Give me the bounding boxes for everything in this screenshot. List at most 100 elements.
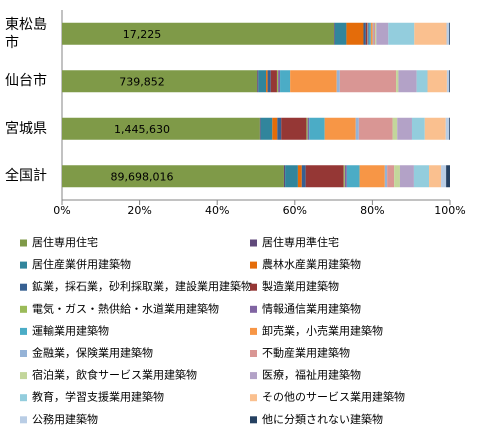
x-tick-label: 60% [283,204,307,217]
legend-label: 居住専用準住宅 [262,235,339,249]
bar-segment [398,70,417,93]
bar-segment [278,70,281,93]
bar-segment [441,165,447,188]
bar-segment [397,117,412,140]
bar-segment [396,70,399,93]
data-label: 17,225 [123,28,162,41]
bar-segment [413,165,430,188]
bar-segment [399,165,414,188]
legend-swatch [250,372,257,380]
bar-segment [62,165,284,188]
legend-label: 情報通信業用建築物 [262,301,361,315]
bar-segment [346,165,360,188]
legend-swatch [20,327,27,335]
bar-segment [372,22,374,45]
bar-segment [290,70,337,93]
bar-segment [446,70,450,93]
legend-label: 不動産業用建築物 [262,346,350,360]
x-tick-label: 40% [205,204,229,217]
legend-swatch [250,416,257,424]
bar-segment [370,22,373,45]
bar-segment [414,22,447,45]
legend-swatch [250,239,257,247]
bar-segment [449,70,450,93]
bar-segment [446,165,450,188]
bar-segment [367,22,369,45]
legend-swatch [20,283,27,291]
bar-segment [309,117,325,140]
legend-swatch [20,394,27,402]
bar-segment [280,70,291,93]
data-label: 739,852 [119,75,165,88]
bar-segment [358,117,393,140]
bar-segment [368,22,371,45]
data-label: 1,445,630 [114,123,170,136]
bar-segment [429,165,442,188]
bar-segment [373,22,376,45]
bar-segment [365,22,368,45]
bar-segment [277,117,282,140]
legend-label: 電気・ガス・熱供給・水道業用建築物 [32,301,219,315]
bar-segment [281,117,307,140]
legend-swatch [20,416,27,424]
y-tick-label: 仙台市 [5,73,47,90]
legend-label: 居住産業併用建築物 [32,257,131,271]
bar-segment [359,165,385,188]
bar-segment [276,70,279,93]
legend-swatch [20,372,27,380]
bar-segment [324,117,356,140]
bar-segment [339,70,397,93]
bar-segment [301,165,306,188]
legend-label: 鉱業，採石業，砂利採取業，建設業用建築物 [32,279,252,293]
legend-swatch [250,350,257,357]
bar-segment [266,70,268,93]
legend-swatch [20,261,27,269]
bar-segment [283,165,286,188]
legend-label: 居住専用住宅 [32,235,98,249]
bar-segment [355,117,359,140]
legend-swatch [20,239,27,247]
legend-label: 教育，学習支援業用建築物 [32,390,164,404]
legend-swatch [250,394,257,402]
legend-label: 宿泊業，飲食サービス業用建築物 [32,368,197,382]
bar-segment [285,165,298,188]
bar-segment [376,22,389,45]
legend-swatch [20,305,27,313]
bar-segment [387,165,395,188]
bar-segment [424,117,446,140]
bar-segment [257,70,259,93]
legend-label: 他に分類されない建築物 [262,412,383,426]
bar-segment [306,117,308,140]
bar-segment [297,165,302,188]
bar-segment [260,117,273,140]
bar-segment [259,117,261,140]
legend-label: 卸売業，小売業用建築物 [262,323,383,337]
bar-segment [449,22,450,45]
x-tick-label: 80% [360,204,384,217]
legend-label: 運輸業用建築物 [32,323,109,337]
bar-segment [334,22,347,45]
x-tick-label: 100% [434,204,465,217]
bar-segment [384,165,388,188]
bar-segment [363,22,366,45]
x-tick-label: 20% [127,204,151,217]
legend-swatch [250,327,257,335]
bar-segment [267,70,271,93]
y-tick-label: 宮城県 [5,120,47,137]
bar-segment [416,70,428,93]
bar-segment [270,70,277,93]
bar-segment [449,117,450,140]
legend-label: 医療，福祉用建築物 [262,368,361,382]
bar-segment [343,165,345,188]
x-tick-label: 0% [53,204,70,217]
legend-label: その他のサービス業用建築物 [262,390,405,404]
legend-label: 金融業，保険業用建築物 [32,346,153,360]
legend-label: 製造業用建築物 [262,279,339,293]
y-tick-label: 東松島市 [5,16,47,51]
bar-segment [333,22,335,45]
bar-segment [394,165,400,188]
bar-segment [305,165,344,188]
legend-label: 農林水産業用建築物 [262,257,361,271]
legend-swatch [250,283,257,291]
